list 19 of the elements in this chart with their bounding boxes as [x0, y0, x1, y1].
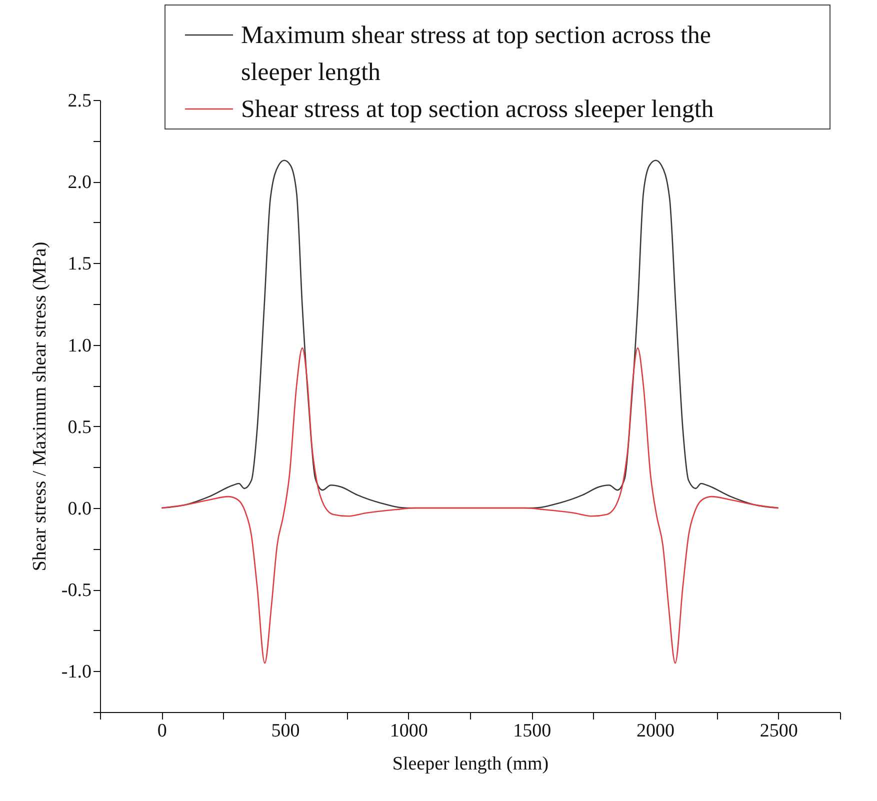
legend-label: Shear stress at top section across sleeper length — [241, 96, 714, 123]
y-tick-label: 2.0 — [68, 172, 92, 194]
x-tick-label: 0 — [157, 720, 167, 742]
x-tick-label: 1000 — [390, 720, 428, 742]
x-axis-title: Sleeper length (mm) — [392, 754, 549, 774]
x-tick-label: 2500 — [760, 720, 798, 742]
y-tick-label: 2.5 — [68, 90, 92, 112]
line-series — [161, 347, 779, 664]
y-tick-label: 0.5 — [68, 416, 92, 438]
legend-label: Maximum shear stress at top section across the sleeper length — [241, 22, 712, 86]
x-tick-label: 2000 — [636, 720, 674, 742]
y-tick-label: 0.0 — [68, 498, 92, 520]
y-tick-label: -1.0 — [61, 662, 92, 683]
x-tick-label: 1500 — [513, 720, 552, 742]
y-tick-label: 1.5 — [68, 254, 92, 275]
y-tick-label: 1.0 — [68, 335, 92, 356]
x-tick-label: 500 — [271, 720, 300, 742]
y-axis-title: Shear stress / Maximum shear stress (MPa) — [29, 242, 50, 572]
y-tick-label: -0.5 — [61, 580, 92, 602]
